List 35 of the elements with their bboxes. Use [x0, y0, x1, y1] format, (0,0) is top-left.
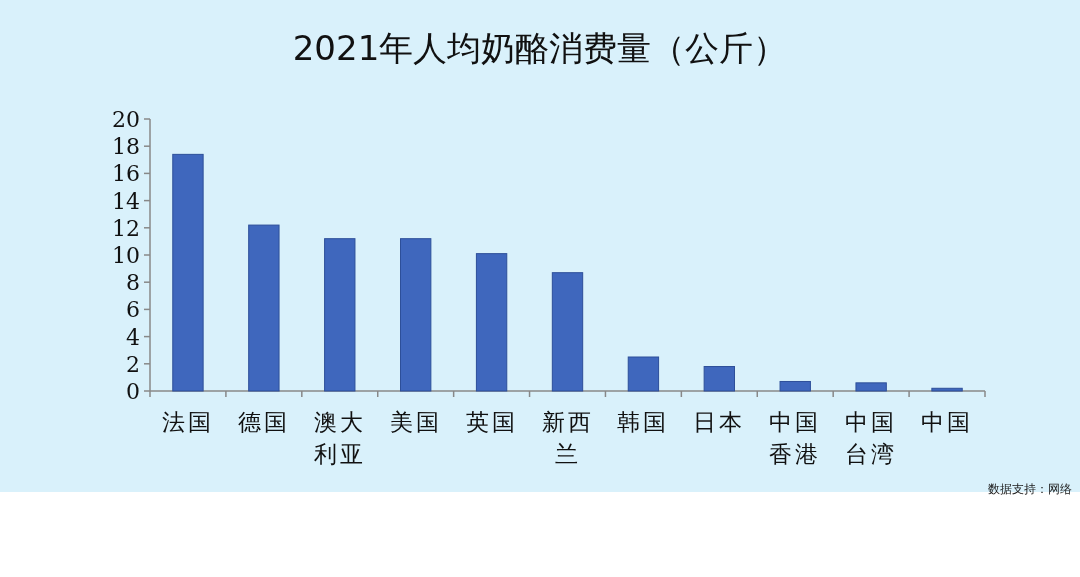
x-tick-label: 澳大利亚 — [313, 409, 366, 467]
x-tick-label: 美国 — [389, 409, 442, 435]
x-tick-label: 新西兰 — [541, 409, 594, 467]
y-tick-label: 0 — [126, 379, 140, 404]
bar — [703, 366, 735, 392]
y-tick-label: 2 — [126, 351, 140, 377]
bar — [855, 382, 887, 392]
text: 数据支持：网络 — [988, 482, 1072, 496]
y-tick-label: 16 — [112, 161, 140, 187]
x-tick-label: 中国 — [921, 409, 974, 435]
bar — [400, 238, 432, 392]
bar — [551, 272, 584, 392]
y-tick-label: 10 — [112, 243, 140, 268]
x-tick-label: 中国香港 — [769, 409, 822, 467]
y-tick-label: 12 — [112, 215, 140, 241]
x-tick-label: 中国台湾 — [845, 409, 898, 467]
bar — [779, 380, 811, 392]
y-tick-label: 14 — [112, 188, 140, 214]
bar — [931, 387, 963, 392]
bar — [475, 253, 508, 392]
x-tick-label: 日本 — [693, 409, 746, 435]
x-tick-label: 德国 — [237, 409, 290, 435]
bar — [248, 224, 280, 392]
y-tick-label: 6 — [126, 297, 140, 323]
x-tick-label: 法国 — [161, 409, 214, 435]
bar — [627, 356, 660, 392]
x-tick-label: 韩国 — [617, 409, 670, 435]
chart-title: 2021年人均奶酪消费量（公斤） — [292, 28, 788, 68]
y-tick-label: 4 — [126, 324, 140, 350]
y-tick-label: 8 — [126, 270, 140, 296]
bar — [324, 238, 356, 392]
x-tick-label: 英国 — [465, 409, 518, 435]
bar — [172, 153, 204, 392]
y-tick-label: 20 — [112, 107, 140, 132]
y-tick-label: 18 — [112, 134, 140, 160]
